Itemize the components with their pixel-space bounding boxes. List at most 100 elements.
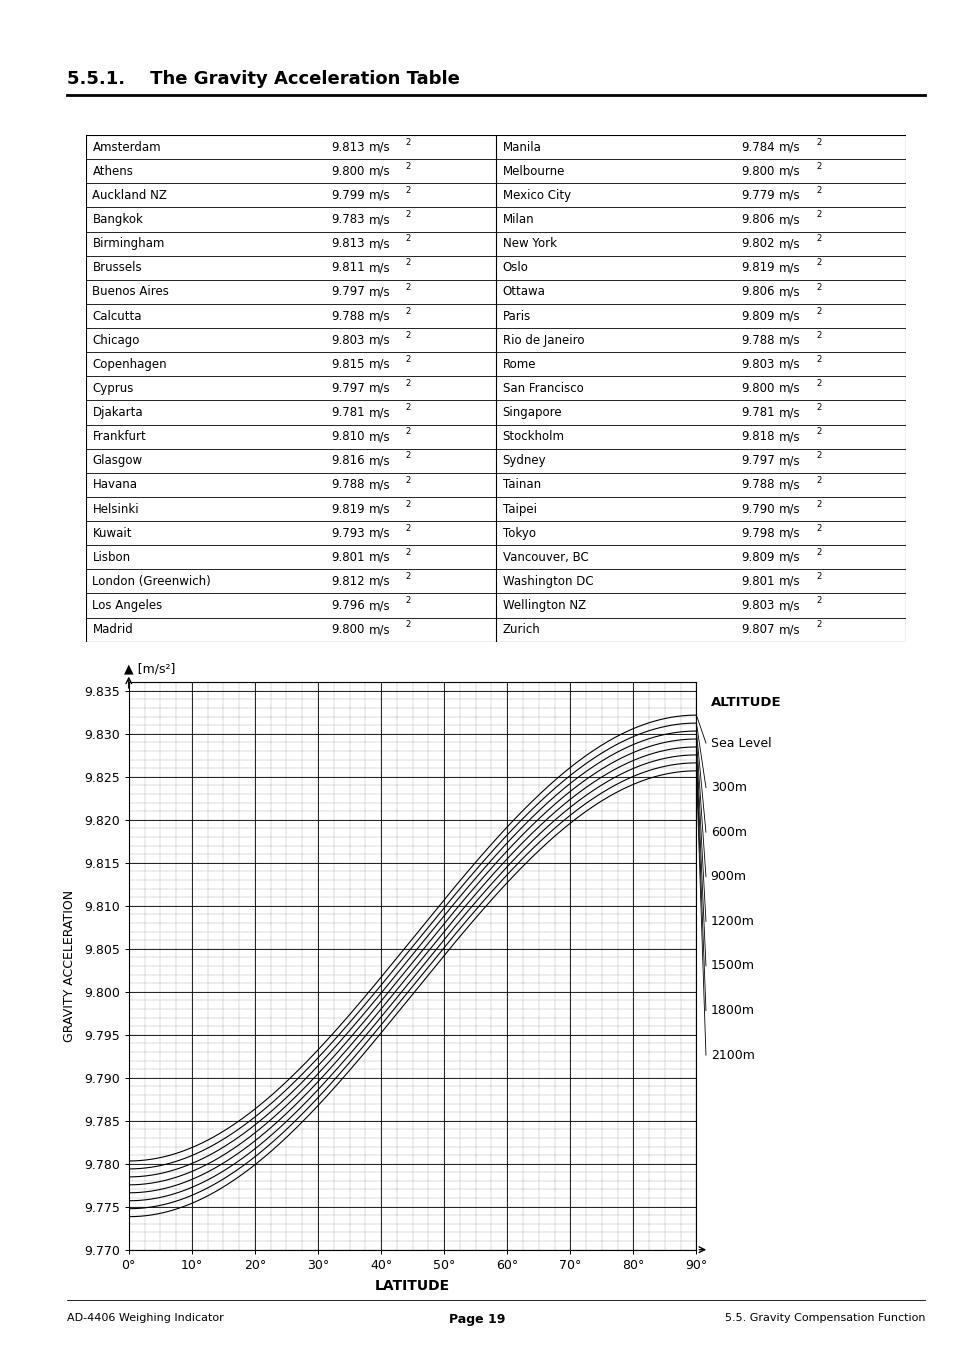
Text: Calcutta: Calcutta — [92, 309, 142, 323]
Text: 1800m: 1800m — [710, 1004, 754, 1017]
Text: m/s: m/s — [779, 503, 800, 516]
Text: 9.815: 9.815 — [331, 358, 364, 370]
Text: m/s: m/s — [779, 213, 800, 226]
Text: m/s: m/s — [779, 261, 800, 274]
Text: 2: 2 — [815, 427, 821, 436]
Text: Kuwait: Kuwait — [92, 527, 132, 539]
Text: 2: 2 — [405, 380, 411, 388]
Text: 9.807: 9.807 — [740, 623, 774, 636]
Text: m/s: m/s — [779, 407, 800, 419]
Text: 2: 2 — [405, 282, 411, 292]
Text: 2: 2 — [405, 355, 411, 363]
Text: 2: 2 — [405, 403, 411, 412]
Text: 5.5.1.    The Gravity Acceleration Table: 5.5.1. The Gravity Acceleration Table — [67, 70, 459, 88]
Text: m/s: m/s — [369, 141, 390, 154]
Text: 2: 2 — [815, 380, 821, 388]
Text: m/s: m/s — [779, 285, 800, 299]
Text: 1500m: 1500m — [710, 959, 754, 973]
Text: 2: 2 — [405, 524, 411, 532]
Text: Los Angeles: Los Angeles — [92, 598, 163, 612]
Text: m/s: m/s — [779, 309, 800, 323]
Text: Athens: Athens — [92, 165, 133, 178]
Text: 9.798: 9.798 — [740, 527, 774, 539]
Text: m/s: m/s — [369, 598, 390, 612]
Text: 2: 2 — [405, 549, 411, 557]
Text: m/s: m/s — [779, 527, 800, 539]
Text: Taipei: Taipei — [502, 503, 537, 516]
Text: Paris: Paris — [502, 309, 530, 323]
Text: m/s: m/s — [779, 598, 800, 612]
Text: 9.800: 9.800 — [331, 623, 364, 636]
Text: m/s: m/s — [369, 238, 390, 250]
Text: 2: 2 — [405, 138, 411, 147]
Text: 2: 2 — [405, 427, 411, 436]
Text: 9.803: 9.803 — [331, 334, 364, 347]
Text: 9.784: 9.784 — [740, 141, 774, 154]
Text: Manila: Manila — [502, 141, 541, 154]
Text: 9.801: 9.801 — [740, 576, 774, 588]
Text: 9.801: 9.801 — [331, 551, 364, 563]
Text: Vancouver, BC: Vancouver, BC — [502, 551, 588, 563]
Y-axis label: GRAVITY ACCELERATION: GRAVITY ACCELERATION — [63, 890, 75, 1042]
Text: 2: 2 — [405, 234, 411, 243]
Text: 2: 2 — [815, 476, 821, 485]
Text: Tokyo: Tokyo — [502, 527, 535, 539]
Text: 2: 2 — [405, 162, 411, 172]
Text: Stockholm: Stockholm — [502, 430, 564, 443]
Text: 600m: 600m — [710, 825, 746, 839]
Text: 2: 2 — [815, 571, 821, 581]
Text: Sea Level: Sea Level — [710, 736, 771, 750]
Text: 2: 2 — [815, 331, 821, 340]
Text: m/s: m/s — [369, 382, 390, 394]
Text: m/s: m/s — [779, 478, 800, 492]
Text: 9.811: 9.811 — [331, 261, 364, 274]
Text: 2: 2 — [815, 211, 821, 219]
Text: Buenos Aires: Buenos Aires — [92, 285, 169, 299]
Text: m/s: m/s — [369, 358, 390, 370]
Text: 2: 2 — [815, 234, 821, 243]
Text: m/s: m/s — [369, 623, 390, 636]
Text: Rome: Rome — [502, 358, 536, 370]
Text: Frankfurt: Frankfurt — [92, 430, 146, 443]
Text: Milan: Milan — [502, 213, 534, 226]
Text: Chicago: Chicago — [92, 334, 140, 347]
Text: m/s: m/s — [779, 430, 800, 443]
Text: m/s: m/s — [779, 576, 800, 588]
Text: 9.781: 9.781 — [331, 407, 364, 419]
Text: 9.802: 9.802 — [740, 238, 774, 250]
Text: 2: 2 — [815, 596, 821, 605]
Text: Birmingham: Birmingham — [92, 238, 165, 250]
Text: Rio de Janeiro: Rio de Janeiro — [502, 334, 583, 347]
Text: 2: 2 — [815, 524, 821, 532]
Text: 9.788: 9.788 — [740, 334, 774, 347]
Text: ▲ [m/s²]: ▲ [m/s²] — [124, 662, 175, 676]
Text: Brussels: Brussels — [92, 261, 142, 274]
Text: m/s: m/s — [779, 454, 800, 467]
Text: Zurich: Zurich — [502, 623, 539, 636]
Text: 2100m: 2100m — [710, 1048, 754, 1062]
Text: 2: 2 — [405, 596, 411, 605]
Text: 9.819: 9.819 — [740, 261, 774, 274]
Text: m/s: m/s — [369, 334, 390, 347]
Text: m/s: m/s — [779, 551, 800, 563]
Text: Washington DC: Washington DC — [502, 576, 593, 588]
Text: 9.800: 9.800 — [740, 382, 774, 394]
Text: 2: 2 — [815, 500, 821, 509]
Text: 9.809: 9.809 — [740, 551, 774, 563]
Text: 900m: 900m — [710, 870, 746, 884]
Text: m/s: m/s — [369, 430, 390, 443]
Text: m/s: m/s — [779, 623, 800, 636]
Text: 9.806: 9.806 — [740, 213, 774, 226]
Text: Tainan: Tainan — [502, 478, 540, 492]
Text: m/s: m/s — [369, 478, 390, 492]
Text: Sydney: Sydney — [502, 454, 546, 467]
Text: Helsinki: Helsinki — [92, 503, 139, 516]
X-axis label: LATITUDE: LATITUDE — [375, 1278, 450, 1293]
Text: Wellington NZ: Wellington NZ — [502, 598, 585, 612]
Text: 2: 2 — [815, 307, 821, 316]
Text: 9.788: 9.788 — [331, 309, 364, 323]
Text: 2: 2 — [405, 451, 411, 461]
Text: AD-4406 Weighing Indicator: AD-4406 Weighing Indicator — [67, 1313, 223, 1323]
Text: Amsterdam: Amsterdam — [92, 141, 161, 154]
Text: m/s: m/s — [369, 454, 390, 467]
